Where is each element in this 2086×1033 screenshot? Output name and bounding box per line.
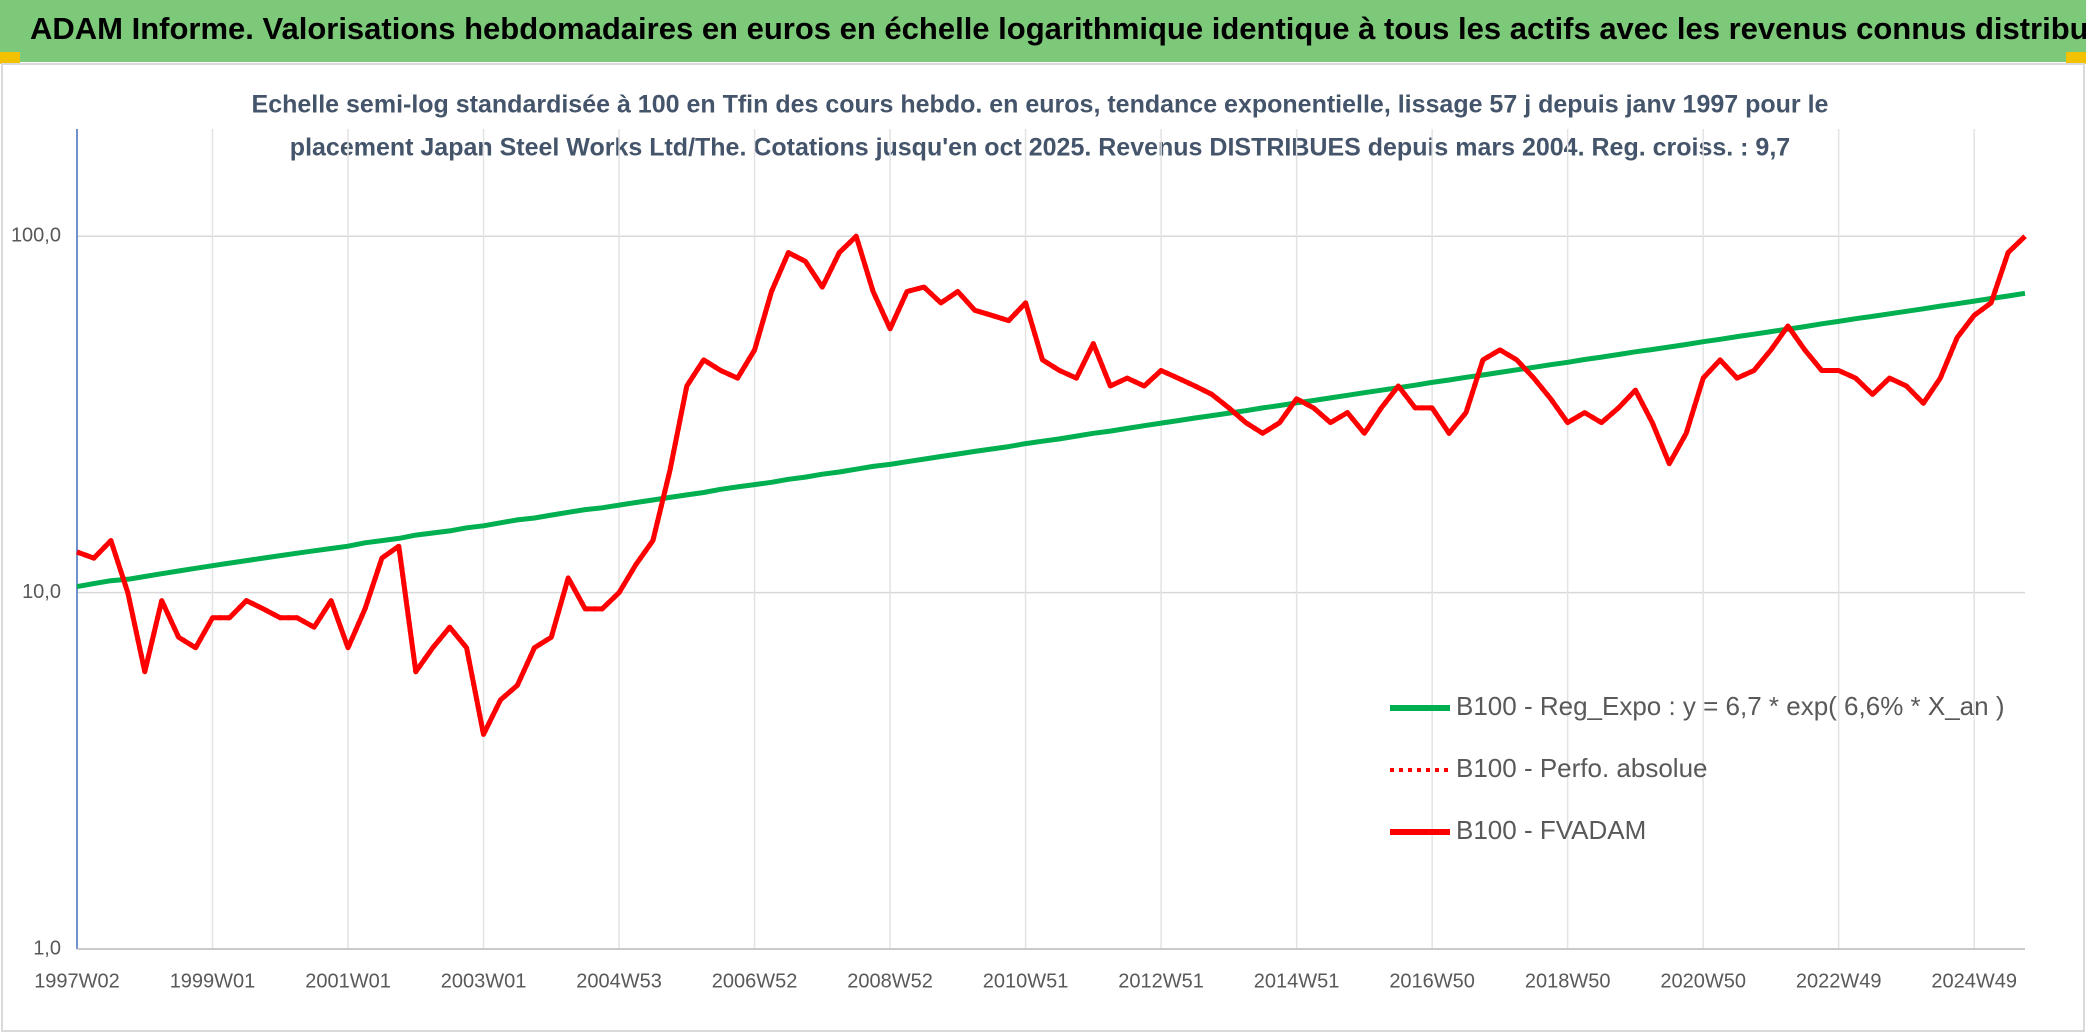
- x-tick-label: 2020W50: [1660, 970, 1746, 992]
- x-tick-label: 2003W01: [441, 970, 527, 992]
- y-tick-label: 1,0: [33, 937, 61, 959]
- y-tick-label: 10,0: [22, 581, 61, 603]
- legend-label: B100 - Perfo. absolue: [1456, 753, 1708, 783]
- x-tick-label: 2004W53: [576, 970, 662, 992]
- x-tick-label: 1997W02: [34, 970, 120, 992]
- frame: [1, 63, 2085, 1032]
- series-line: [76, 290, 2026, 590]
- subtitle: placement Japan Steel Works Ltd/The. Cot…: [290, 134, 1790, 162]
- x-tick-label: 2016W50: [1389, 970, 1475, 992]
- x-tick-label: 2022W49: [1796, 970, 1882, 992]
- x-tick-label: 2006W52: [712, 970, 798, 992]
- x-tick-label: 2024W49: [1931, 970, 2017, 992]
- x-tick-label: 2010W51: [983, 970, 1069, 992]
- chart-title: ADAM Informe. Valorisations hebdomadaire…: [30, 11, 2086, 46]
- x-tick-label: 2018W50: [1525, 970, 1611, 992]
- corner: [0, 52, 20, 64]
- subtitle: Echelle semi-log standardisée à 100 en T…: [252, 91, 1829, 119]
- series-line: [76, 233, 2027, 737]
- legend-label: B100 - FVADAM: [1456, 815, 1646, 845]
- legend-label: B100 - Reg_Expo : y = 6,7 * exp( 6,6% * …: [1456, 691, 2005, 721]
- x-tick-label: 2014W51: [1254, 970, 1340, 992]
- x-tick-label: 2008W52: [847, 970, 933, 992]
- x-tick-label: 1999W01: [170, 970, 256, 992]
- corner: [2066, 52, 2086, 64]
- y-tick-label: 100,0: [11, 225, 61, 247]
- x-tick-label: 2012W51: [1118, 970, 1204, 992]
- x-tick-label: 2001W01: [305, 970, 391, 992]
- title-banner: [0, 0, 2086, 62]
